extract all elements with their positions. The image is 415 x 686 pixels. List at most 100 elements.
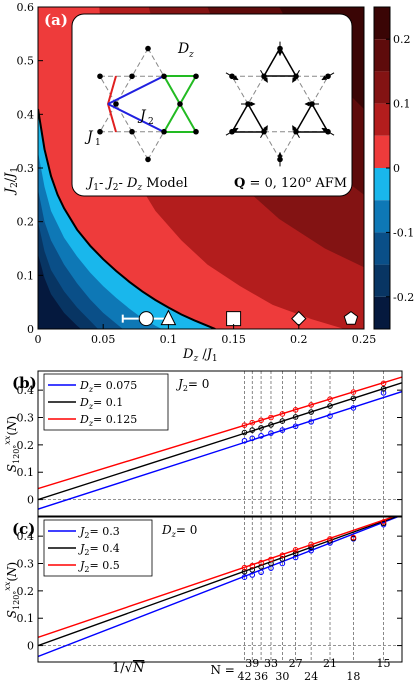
svg-text:(b): (b)	[12, 374, 37, 392]
n-label-bottom: 42	[237, 670, 251, 683]
svg-text:Dz /J1: Dz /J1	[182, 347, 218, 364]
data-point	[327, 536, 333, 542]
n-label-top: 21	[323, 657, 337, 670]
plot-area	[38, 371, 402, 516]
legend-b-label-2: Dz= 0.1	[79, 396, 123, 411]
n-value-labels: N = 39 33 27 21 15 42 36 30 24 18	[210, 657, 390, 683]
data-point	[268, 430, 274, 436]
svg-text:S120°xx(N): S120°xx(N)	[3, 562, 21, 618]
lattice-site	[129, 128, 135, 135]
lattice-site	[97, 128, 103, 135]
n-label-bottom: 30	[275, 670, 289, 683]
panel-frame	[37, 370, 403, 517]
data-point	[279, 418, 286, 424]
y-tick-label: 0.1	[17, 466, 35, 479]
x-tick-label-a: 0.1	[160, 333, 178, 346]
fit-line	[38, 382, 402, 501]
y-tick-label: 0.3	[17, 558, 35, 571]
y-tick-label: 0.1	[17, 612, 35, 625]
j2-bond	[107, 75, 165, 105]
y-tick-label-a: 0.2	[17, 216, 35, 229]
svg-text:z: z	[188, 50, 194, 60]
lattice-site	[161, 128, 167, 135]
lattice-site	[113, 101, 119, 107]
svg-text:S120°xx(N): S120°xx(N)	[3, 416, 21, 472]
y-tick-label-a: 0	[27, 323, 34, 336]
legend-c: J2= 0.3 J2= 0.4 J2= 0.5	[43, 519, 153, 577]
dz-bond	[162, 75, 198, 107]
panel-c: 0 0.1 0.2 0.3 0.4	[17, 516, 403, 663]
legend-b-label-1: Dz= 0.075	[79, 379, 137, 394]
marker-layer	[121, 309, 359, 327]
y-tick-label-a: 0.3	[17, 162, 35, 175]
svg-text:J1- J2- Dz Model: J1- J2- Dz Model	[85, 176, 188, 193]
y-tick-label: 0	[27, 494, 34, 507]
zero-contour-line	[38, 108, 216, 329]
j2-bond	[107, 103, 165, 133]
data-point	[249, 572, 256, 578]
data-point	[292, 423, 299, 430]
data-point	[292, 407, 299, 413]
panel-a: 0 0.05 0.1 0.15 0.2 0.25 0 0.1 0.2 0.3 0.4 0.5 0.6 (…	[3, 1, 414, 364]
colorbar-band	[374, 168, 390, 201]
colorbar-tick-label: 0.2	[393, 33, 411, 46]
spin-arrow	[321, 72, 335, 81]
data-point	[327, 413, 333, 419]
data-point	[241, 422, 248, 428]
legend-b-label-3: Dz= 0.125	[79, 413, 137, 428]
panel-c-tag: (c)	[12, 520, 35, 538]
kagome-lattice-model	[97, 45, 199, 163]
afm-triangle	[230, 102, 266, 133]
colorbar: 0.2 0.1 0 -0.1 -0.2	[373, 6, 414, 330]
spin-arrow	[321, 127, 335, 136]
data-point	[350, 405, 357, 411]
data-point	[249, 419, 256, 426]
lattice-bond	[147, 48, 197, 132]
y-tick-label: 0.3	[17, 412, 35, 425]
spin-arrow	[260, 125, 268, 139]
lattice-site	[97, 73, 103, 80]
colorbar-tick-label: 0.1	[393, 98, 411, 111]
svg-text:J2= 0: J2= 0	[175, 377, 209, 393]
data-point	[241, 429, 248, 436]
spin-arrow	[292, 125, 300, 139]
svg-text:J: J	[84, 129, 94, 145]
data-point	[350, 395, 357, 402]
x-tick-label-a: 0.2	[290, 333, 308, 346]
y-axis-label-c: S120°xx(N)	[3, 562, 21, 618]
data-point	[327, 403, 333, 409]
y-tick-label: 0.4	[17, 530, 35, 543]
legend-c-label-2: J2= 0.4	[78, 542, 120, 557]
marker-circle	[138, 311, 154, 327]
y-tick-label: 0.4	[17, 384, 35, 397]
data-point	[279, 427, 286, 433]
marker-pentagon	[343, 310, 359, 325]
bond-label-j1: J 1	[84, 129, 101, 148]
y-tick-label-a: 0.1	[17, 269, 35, 282]
n-label-top: 39	[245, 657, 259, 670]
data-point	[350, 389, 357, 395]
colorbar-band	[374, 71, 390, 104]
lattice-site	[161, 73, 167, 80]
inset-state-label: Q = 0, 120o AFM	[234, 175, 347, 191]
data-point	[258, 559, 264, 566]
data-point	[268, 556, 274, 563]
spin-arrow	[292, 69, 300, 83]
lattice-site	[193, 128, 199, 135]
data-point	[380, 519, 387, 525]
data-point	[279, 556, 286, 562]
y-axis-label-b: S120°xx(N)	[3, 416, 21, 472]
data-point	[308, 402, 314, 408]
data-point	[308, 541, 314, 548]
y-tick-label-a: 0.4	[17, 108, 35, 121]
svg-text:1/√N: 1/√N	[112, 661, 145, 676]
data-point	[241, 574, 248, 580]
colorbar-tick-label: 0	[393, 162, 400, 175]
legend-c-label-3: J2= 0.5	[78, 559, 120, 574]
inset-model-label: J1- J2- Dz Model	[85, 176, 188, 193]
x-axis-label-bc: 1/√N	[112, 661, 145, 676]
data-point	[258, 433, 264, 439]
colorbar-band	[374, 39, 390, 72]
lattice-bond	[99, 48, 149, 132]
